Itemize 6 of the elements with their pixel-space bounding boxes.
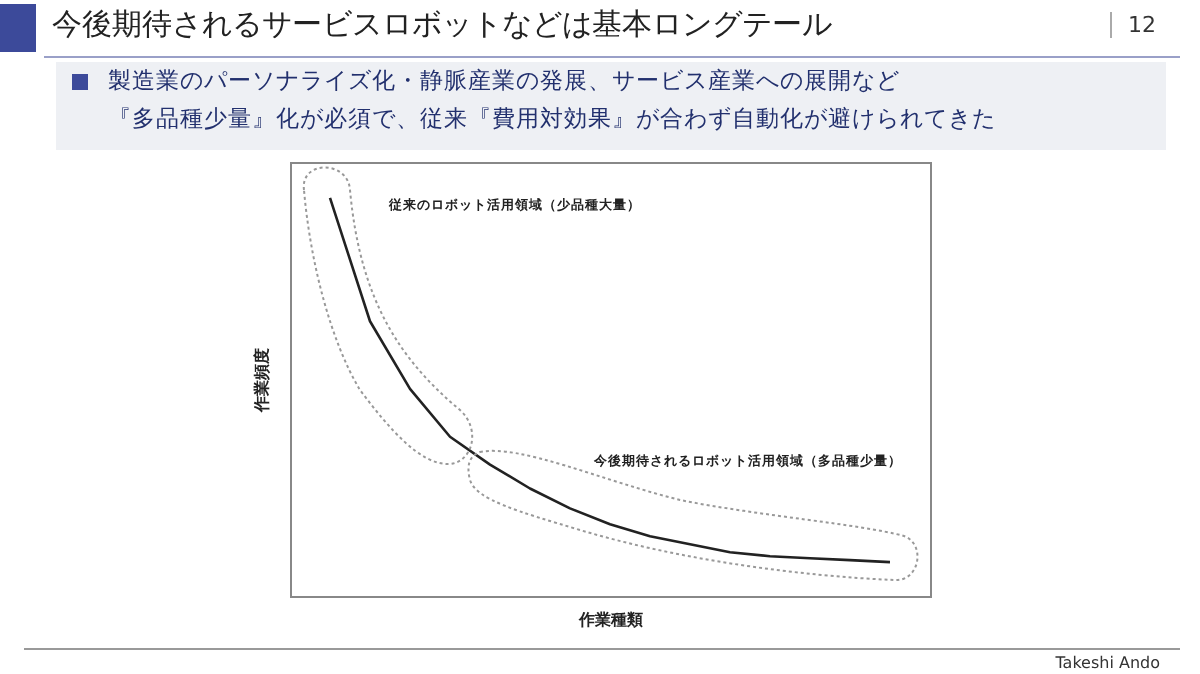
x-axis-title: 作業種類: [577, 611, 643, 629]
y-axis-title: 作業頻度: [251, 348, 271, 414]
text: Takeshi Ando: [1055, 654, 1160, 672]
chart-subtitle: 製造業のパーソナライズ化・静脈産業の発展、サービス産業への展開など『多品種少量』化が必須で、従来『費用対効果』が合わず自動化が避けられてきた: [108, 66, 996, 132]
text: 12: [1110, 12, 1156, 38]
chart-title: 今後期待されるサービスロボットなどは基本ロングテール: [52, 6, 832, 44]
